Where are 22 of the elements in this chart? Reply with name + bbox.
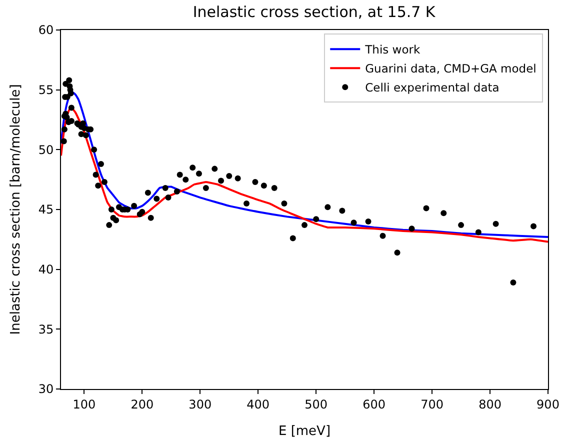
x-tick-label: 500 (304, 397, 328, 412)
y-tick-label: 60 (38, 23, 54, 38)
x-tick-label: 300 (188, 397, 212, 412)
x-tick-label: 900 (536, 397, 560, 412)
x-tick-label: 100 (72, 397, 96, 412)
x-axis-title: E [meV] (278, 424, 331, 439)
legend-label: This work (364, 42, 420, 57)
legend-label: Celli experimental data (365, 80, 500, 95)
x-tick-label: 800 (478, 397, 502, 412)
y-axis-title: Inelastic cross section [barn/molecule] (8, 84, 24, 335)
y-tick-label: 40 (38, 262, 54, 277)
x-tick-label: 200 (130, 397, 154, 412)
x-tick-label: 700 (420, 397, 444, 412)
chart-title: Inelastic cross section, at 15.7 K (192, 3, 436, 22)
legend-label: Guarini data, CMD+GA model (365, 62, 536, 76)
y-tick-label: 50 (38, 142, 54, 157)
y-tick-label: 45 (38, 202, 54, 217)
y-tick-label: 35 (38, 322, 54, 336)
x-tick-label: 600 (362, 397, 386, 412)
y-tick-label: 30 (38, 382, 54, 396)
y-tick-label: 55 (38, 83, 54, 98)
x-tick-label: 400 (246, 397, 270, 412)
